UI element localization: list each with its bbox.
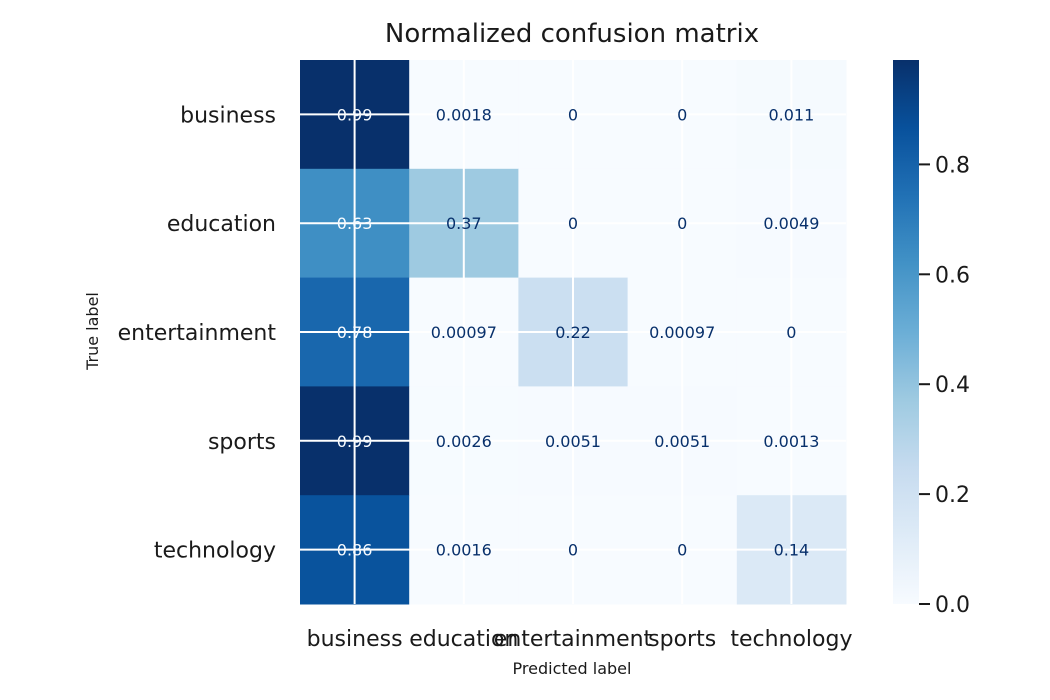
chart-title: Normalized confusion matrix bbox=[385, 19, 759, 49]
cell-value-label: 0.00097 bbox=[649, 323, 715, 342]
x-tick-label: sports bbox=[648, 627, 716, 652]
cell-value-label: 0.011 bbox=[768, 105, 814, 124]
cell-value-label: 0.0018 bbox=[436, 105, 492, 124]
cell-value-label: 0.00097 bbox=[431, 323, 497, 342]
x-tick-label: entertainment bbox=[494, 627, 653, 652]
cell-value-label: 0.86 bbox=[337, 541, 373, 560]
cell-value-label: 0 bbox=[786, 323, 796, 342]
cell-value-label: 0.99 bbox=[337, 432, 373, 451]
cell-value-label: 0.0013 bbox=[763, 432, 819, 451]
cell-value-label: 0 bbox=[568, 541, 578, 560]
x-axis-label: Predicted label bbox=[513, 659, 632, 678]
cell-value-label: 0 bbox=[677, 214, 687, 233]
cell-value-label: 0.0026 bbox=[436, 432, 492, 451]
colorbar-tick-label: 0.2 bbox=[935, 483, 970, 508]
colorbar-tick-label: 0.0 bbox=[935, 593, 970, 618]
cell-value-label: 0.0051 bbox=[654, 432, 710, 451]
y-tick-label: education bbox=[167, 212, 276, 237]
cell-value-label: 0 bbox=[677, 541, 687, 560]
y-tick-label: entertainment bbox=[118, 321, 277, 346]
y-tick-label: technology bbox=[154, 539, 276, 564]
cell-value-label: 0 bbox=[677, 105, 687, 124]
cell-value-label: 0.37 bbox=[446, 214, 482, 233]
y-axis-tick-labels: business education entertainment sports tech… bbox=[118, 103, 277, 563]
cell-value-labels: 0.99 0.0018 0 0 0.011 0.63 0.37 0 0 0.0049 0.78 0.0… bbox=[337, 105, 820, 559]
colorbar-tick-label: 0.6 bbox=[935, 263, 970, 288]
x-tick-label: technology bbox=[730, 627, 852, 652]
cell-value-label: 0.22 bbox=[555, 323, 591, 342]
y-tick-label: sports bbox=[208, 430, 276, 455]
colorbar-gradient bbox=[893, 60, 919, 604]
y-tick-label: business bbox=[180, 103, 276, 128]
cell-value-label: 0 bbox=[568, 214, 578, 233]
colorbar: 0.0 0.2 0.4 0.6 0.8 bbox=[893, 60, 970, 618]
cell-value-label: 0.0049 bbox=[763, 214, 819, 233]
cell-value-label: 0.0016 bbox=[436, 541, 492, 560]
colorbar-tick-label: 0.4 bbox=[935, 373, 970, 398]
cell-value-label: 0.14 bbox=[774, 541, 810, 560]
x-tick-label: business bbox=[307, 627, 403, 652]
y-axis-label: True label bbox=[83, 292, 102, 371]
cell-value-label: 0.78 bbox=[337, 323, 373, 342]
cell-value-label: 0.63 bbox=[337, 214, 373, 233]
cell-value-label: 0 bbox=[568, 105, 578, 124]
x-tick-label: education bbox=[409, 627, 518, 652]
colorbar-tick-label: 0.8 bbox=[935, 153, 970, 178]
cell-value-label: 0.0051 bbox=[545, 432, 601, 451]
gridlines bbox=[300, 60, 846, 604]
cell-value-label: 0.99 bbox=[337, 105, 373, 124]
